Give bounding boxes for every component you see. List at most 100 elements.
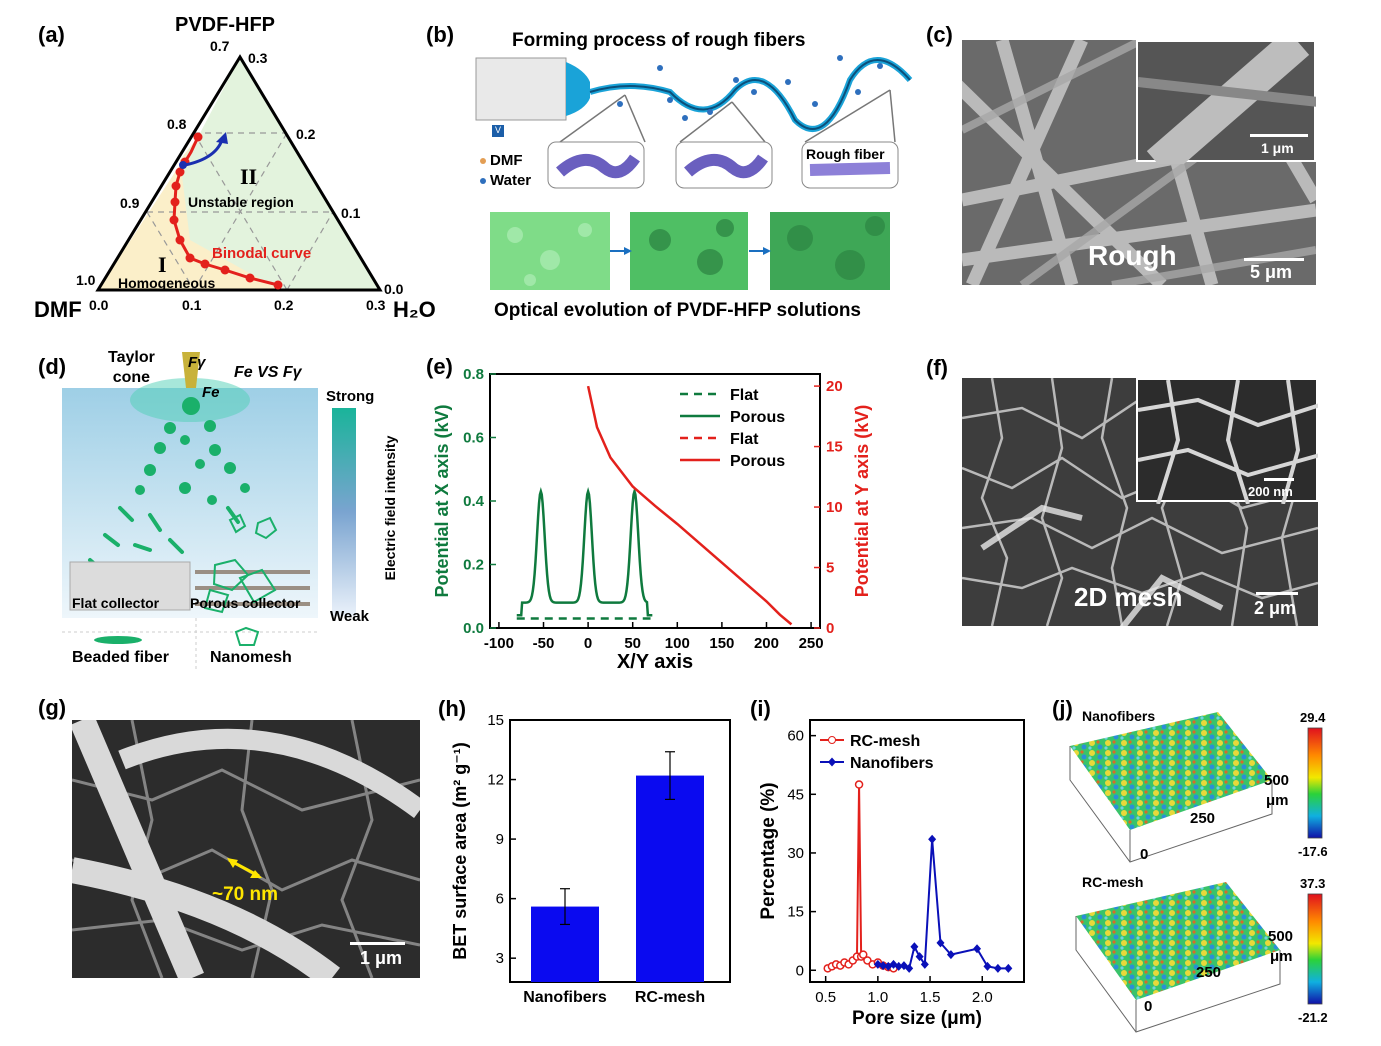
strong-label: Strong <box>326 388 375 405</box>
fiber-diameter-annotation: ~70 nm <box>212 884 279 905</box>
data-point <box>915 952 924 962</box>
region-1-numeral: I <box>158 252 167 277</box>
legend-water: Water <box>490 172 532 189</box>
field-intensity-label: Electric field intensity <box>382 435 398 581</box>
map-axis-0: 0 <box>1140 846 1149 863</box>
panel-label-f: (f) <box>926 355 948 380</box>
bottom-tick: 0.2 <box>274 297 294 313</box>
rc-mesh-texture <box>72 720 420 978</box>
colorbar-min-top: -17.6 <box>1298 844 1328 859</box>
porous-collector-label: Porous collector <box>190 595 301 611</box>
optical-caption: Optical evolution of PVDF-HFP solutions <box>494 300 861 321</box>
stable-region-fill <box>98 137 280 290</box>
panel-label-i: (i) <box>750 696 771 721</box>
y-tick-label: 15 <box>787 904 804 921</box>
y-tick-label: 0.8 <box>463 366 484 383</box>
y-tick-label: 15 <box>487 712 504 729</box>
y-tick-label: 0.2 <box>463 557 484 574</box>
y-tick-label: 60 <box>787 728 804 745</box>
region-2-text: Unstable region <box>188 194 294 210</box>
y-tick-label: 12 <box>487 772 504 789</box>
y-tick-label: 9 <box>496 831 504 848</box>
x-tick-label: 0.5 <box>815 989 836 1006</box>
y2-tick-label: 5 <box>826 560 834 577</box>
colorbar-max-top: 29.4 <box>1300 710 1326 725</box>
bottom-tick: 0.1 <box>182 297 202 313</box>
vertex-right-label: H₂O <box>393 297 436 322</box>
panel-i: (i) 0.5 1.0 1.5 2.0 0 15 30 45 60 Pore size (μm) P… <box>740 690 1040 1035</box>
field-schematic <box>62 352 356 670</box>
series-line <box>827 784 894 970</box>
inset-rough: 1 μm <box>1136 40 1316 177</box>
legend-label: RC-mesh <box>850 733 920 750</box>
map-axis-0: 0 <box>1144 998 1153 1015</box>
plot-frame <box>509 719 731 983</box>
map-axis-250: 250 <box>1196 964 1222 981</box>
scale-bar-g: 1 μm <box>360 948 403 968</box>
x-tick-label: -100 <box>484 635 514 652</box>
inset-scale-bar: 200 nm <box>1248 484 1293 499</box>
y-axis-title: BET surface area (m² g⁻¹) <box>450 742 470 960</box>
legend-label: Nanofibers <box>850 755 934 772</box>
ternary-diagram <box>95 54 383 292</box>
scale-bar-c: 5 μm <box>1250 262 1293 282</box>
vertex-left-label: DMF <box>34 297 82 322</box>
panel-j: (j) Nanofibers 29.4 -17.6 500 μm 250 0 R… <box>1040 690 1381 1035</box>
scale-bar-f: 2 μm <box>1254 598 1297 618</box>
data-point <box>993 963 1002 973</box>
map-axis-250: 250 <box>1190 810 1216 827</box>
left-tick: 0.8 <box>167 116 187 132</box>
x-tick-label: 0 <box>584 635 592 652</box>
y-tick-label: 0.4 <box>463 493 485 510</box>
chart-bet-surface: 3 6 9 12 15 Nanofibers RC-mesh BET surface area… <box>450 712 731 1006</box>
series-porous-y <box>586 385 793 626</box>
data-point <box>1004 963 1013 973</box>
y-axis-title: Potential at X axis (kV) <box>432 404 452 597</box>
y2-axis-title: Potential at Y axis (kV) <box>852 405 872 597</box>
map-title-nanofibers: Nanofibers <box>1082 708 1156 724</box>
data-point <box>879 961 888 971</box>
binodal-curve-label: Binodal curve <box>212 245 312 262</box>
right-tick: 0.2 <box>296 126 316 142</box>
x-tick-label: 2.0 <box>972 989 993 1006</box>
region-2-numeral: II <box>240 164 258 189</box>
x-tick-label: 100 <box>665 635 690 652</box>
sem-image-mesh: 200 nm 2D mesh 2 μm <box>962 378 1318 626</box>
right-tick: 0.0 <box>384 281 404 297</box>
bar <box>636 775 704 982</box>
rough-fiber-label: Rough fiber <box>806 146 885 162</box>
y-tick-label: 0 <box>796 962 804 979</box>
unstable-region-fill <box>180 57 380 290</box>
left-tick: 0.9 <box>120 195 140 211</box>
vertex-top-label: PVDF-HFP <box>175 14 275 36</box>
data-point <box>983 961 992 971</box>
x-axis-title: X/Y axis <box>617 651 693 673</box>
panel-e: (e) -100 -50 0 50 100 150 200 250 0.0 0.2 0.4 0.6 0.… <box>420 340 910 680</box>
surface-maps <box>1069 712 1323 1033</box>
colorbar-max-bottom: 37.3 <box>1300 876 1326 891</box>
sem-image-rough: 1 μm Rough 5 μm <box>962 40 1316 285</box>
map-axis-500: 500 <box>1268 928 1294 945</box>
legend-marker <box>828 736 836 744</box>
x-category-label: Nanofibers <box>523 989 607 1006</box>
data-point <box>905 963 914 973</box>
legend-label: Flat <box>730 387 759 404</box>
chart-pore-size: 0.5 1.0 1.5 2.0 0 15 30 45 60 Pore size (μm) Perce… <box>758 719 1025 1029</box>
panel-label-d: (d) <box>38 354 67 379</box>
flat-collector-label: Flat collector <box>72 595 160 611</box>
y-tick-label: 0.0 <box>463 620 484 637</box>
sem-label-mesh: 2D mesh <box>1074 582 1183 612</box>
voltage-label: V <box>495 125 502 135</box>
panel-label-a: (a) <box>38 22 65 47</box>
force-comparison: Fe VS Fγ <box>234 364 302 381</box>
data-point <box>973 944 982 954</box>
y-tick-label: 6 <box>496 891 504 908</box>
inset-scale-bar: 1 μm <box>1261 140 1294 156</box>
x-tick-label: 150 <box>709 635 734 652</box>
map-axis-500: 500 <box>1264 772 1290 789</box>
plot-frame <box>809 719 1025 983</box>
series-porous-x <box>516 487 653 617</box>
data-point <box>928 834 937 844</box>
legend-label: Porous <box>730 453 785 470</box>
data-point <box>946 950 955 960</box>
